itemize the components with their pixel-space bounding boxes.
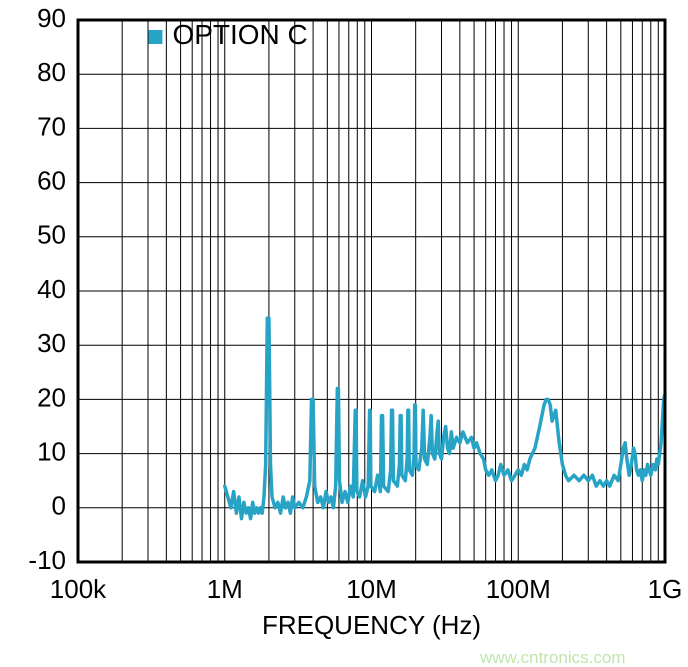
x-tick-label: 1M <box>207 574 243 604</box>
y-tick-label: 10 <box>37 436 66 466</box>
legend-marker <box>148 30 162 44</box>
y-tick-label: 50 <box>37 220 66 250</box>
chart-container: -10 0 10 20 30 40 50 60 70 80 90 100k 1M 10M 100M 1G FRE… <box>0 0 688 667</box>
spectrum-chart: -10 0 10 20 30 40 50 60 70 80 90 100k 1M 10M 100M 1G FRE… <box>0 0 688 667</box>
x-axis-label: FREQUENCY (Hz) <box>262 610 481 640</box>
y-tick-label: 60 <box>37 165 66 195</box>
y-tick-label: 30 <box>37 328 66 358</box>
watermark-text: www.cntronics.com <box>480 648 625 667</box>
y-tick-label: -10 <box>28 545 66 575</box>
y-tick-label: 40 <box>37 274 66 304</box>
y-tick-label: 90 <box>37 3 66 33</box>
x-tick-label: 100M <box>486 574 551 604</box>
x-tick-label: 1G <box>648 574 683 604</box>
x-tick-label: 10M <box>346 574 397 604</box>
y-tick-label: 0 <box>52 491 66 521</box>
y-tick-label: 20 <box>37 382 66 412</box>
y-tick-label: 80 <box>37 57 66 87</box>
y-tick-label: 70 <box>37 111 66 141</box>
legend-label: OPTION C <box>172 19 307 50</box>
x-tick-label: 100k <box>50 574 107 604</box>
